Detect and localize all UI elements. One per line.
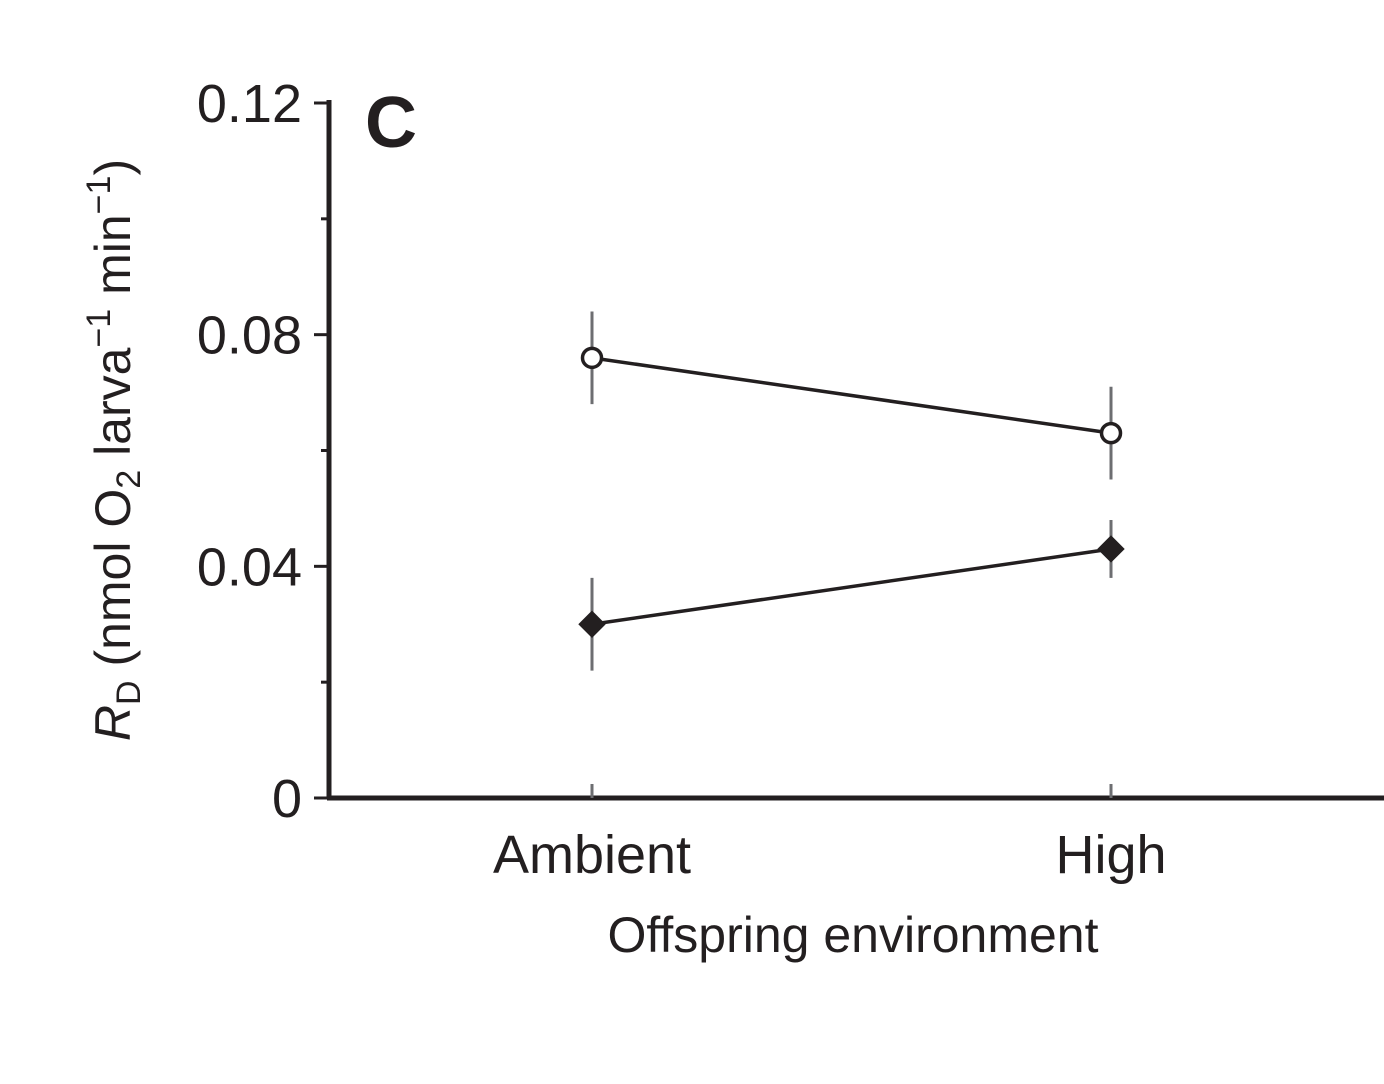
data-point-filled-diamond <box>1097 535 1125 563</box>
y-tick-labels: 0 0.04 0.08 0.12 <box>197 74 302 829</box>
data-point-open-circle <box>1099 421 1123 445</box>
x-ticks <box>590 784 1113 798</box>
data-point-filled-diamond <box>578 610 606 638</box>
y-axis-units-min: min <box>85 214 141 308</box>
x-tick-label-ambient: Ambient <box>493 825 691 885</box>
y-axis-units-open: (nmol O <box>85 489 141 681</box>
x-tick-labels: Ambient High <box>493 825 1167 885</box>
y-axis-title: RD (nmol O2 larva−1 min−1) <box>80 159 148 741</box>
series-line <box>591 547 1112 626</box>
y-tick-label: 0 <box>272 769 302 829</box>
y-axis-min-sup: −1 <box>80 176 118 215</box>
x-tick-label-high: High <box>1055 825 1166 885</box>
y-tick-label: 0.04 <box>197 537 302 597</box>
series-filled-diamond <box>578 520 1125 671</box>
series-open-circle <box>580 311 1123 480</box>
y-axis-units-close: ) <box>85 159 141 176</box>
y-tick-label: 0.08 <box>197 306 302 366</box>
data-point-open-circle <box>580 346 604 370</box>
y-axis-units-larva: larva <box>85 347 141 469</box>
y-axis-larva-sup: −1 <box>80 309 118 348</box>
series-line <box>591 356 1112 435</box>
y-tick-label: 0.12 <box>197 74 302 134</box>
y-axis-symbol: R <box>85 705 141 741</box>
y-axis-o2-sub: 2 <box>110 470 148 489</box>
series-layer <box>578 311 1125 671</box>
panel-label: C <box>365 83 417 163</box>
y-ticks <box>314 101 329 800</box>
y-axis-symbol-sub: D <box>110 680 148 705</box>
x-axis-title: Offspring environment <box>608 907 1099 963</box>
